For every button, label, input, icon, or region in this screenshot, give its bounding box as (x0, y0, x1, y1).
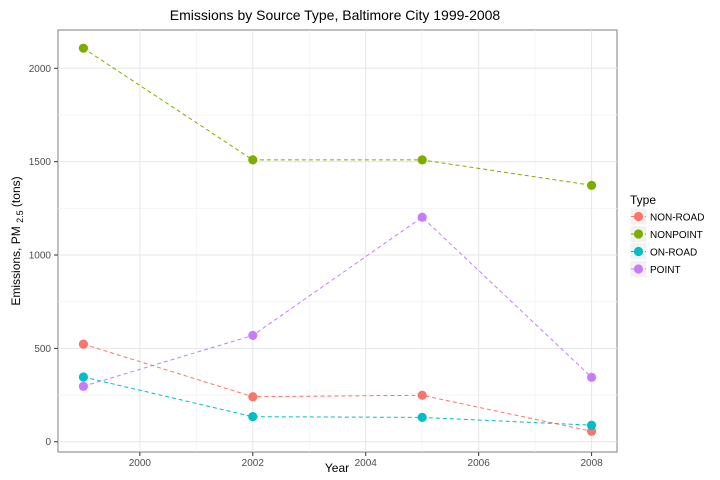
y-tick-label: 1000 (29, 251, 52, 262)
legend-label: ON-ROAD (650, 248, 697, 259)
data-point-point (586, 372, 597, 382)
data-point-on-road (586, 420, 597, 430)
data-point-non-road (248, 392, 258, 402)
series-line-non-road (83, 343, 592, 432)
x-tick-label: 2000 (129, 458, 152, 469)
data-point-point (417, 212, 427, 222)
y-axis-title-subscript: 2.5 (15, 210, 25, 223)
x-tick-label: 2004 (355, 458, 378, 469)
legend: Type NON-ROAD NONPOINT ON-ROAD POINT (629, 193, 704, 278)
legend-key-point (633, 264, 644, 274)
data-point-point (248, 330, 258, 341)
data-point-on-road (248, 412, 258, 422)
data-point-nonpoint (248, 155, 258, 165)
series-line-on-road (83, 376, 592, 426)
y-tick-label: 2000 (29, 64, 52, 75)
series-layer (78, 43, 597, 436)
data-point-on-road (417, 412, 427, 422)
series-on-road (78, 372, 597, 430)
y-tick-label: 1500 (29, 157, 52, 168)
y-tick-label: 500 (34, 344, 51, 355)
y-tick-label: 0 (45, 437, 51, 448)
y-axis-title: Emissions, PM 2.5 (tons) (9, 176, 26, 305)
legend-item-point: POINT (629, 260, 681, 278)
data-point-non-road (417, 390, 427, 400)
series-line-nonpoint (83, 47, 592, 186)
x-tick-label: 2008 (580, 458, 603, 469)
series-nonpoint (78, 43, 597, 190)
legend-item-on-road: ON-ROAD (629, 242, 697, 261)
data-point-nonpoint (78, 43, 89, 53)
data-point-point (78, 381, 89, 391)
chart-title: Emissions by Source Type, Baltimore City… (170, 7, 501, 23)
legend-key-point (633, 211, 644, 222)
legend-label: NONPOINT (650, 230, 703, 241)
data-point-non-road (78, 339, 89, 349)
legend-item-nonpoint: NONPOINT (629, 225, 703, 243)
x-axis: 2000 2002 2004 2006 2008 (129, 452, 603, 469)
legend-key-point (633, 229, 644, 239)
x-tick-label: 2002 (242, 458, 265, 469)
plot-panel (57, 29, 618, 453)
legend-label: POINT (650, 265, 681, 276)
x-axis-title: Year (325, 461, 349, 475)
legend-key-point (633, 246, 644, 257)
y-axis-title-main: Emissions, PM (9, 226, 23, 305)
data-point-nonpoint (586, 180, 597, 190)
y-axis-title-suffix: (tons) (9, 176, 23, 207)
legend-title: Type (630, 193, 656, 207)
legend-label: NON-ROAD (650, 213, 704, 224)
data-point-on-road (78, 372, 89, 382)
x-tick-label: 2006 (468, 458, 491, 469)
data-point-nonpoint (417, 155, 427, 165)
series-line-point (83, 216, 592, 387)
legend-item-non-road: NON-ROAD (629, 207, 704, 226)
series-point (78, 212, 597, 391)
y-axis: 0 500 1000 1500 2000 (29, 64, 58, 448)
